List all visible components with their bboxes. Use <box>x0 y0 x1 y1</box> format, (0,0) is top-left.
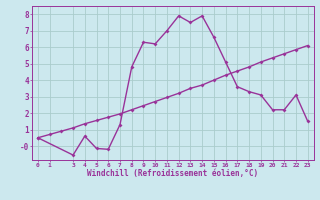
X-axis label: Windchill (Refroidissement éolien,°C): Windchill (Refroidissement éolien,°C) <box>87 169 258 178</box>
